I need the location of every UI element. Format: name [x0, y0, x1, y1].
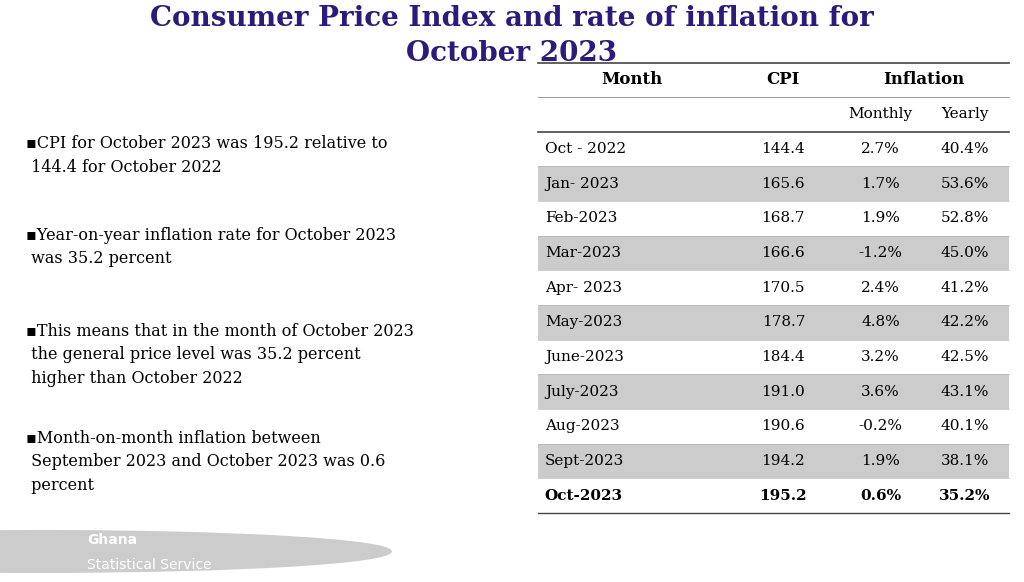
Text: 3.2%: 3.2% — [861, 350, 900, 364]
Text: 170.5: 170.5 — [762, 281, 805, 295]
Text: Yearly: Yearly — [941, 108, 989, 122]
Text: 194.2: 194.2 — [762, 454, 805, 468]
Text: CPI: CPI — [767, 72, 800, 88]
Text: Inflation: Inflation — [884, 72, 965, 88]
Text: Feb-2023: Feb-2023 — [545, 211, 617, 225]
Text: 1.9%: 1.9% — [861, 211, 900, 225]
Text: Mar-2023: Mar-2023 — [545, 246, 621, 260]
Text: Oct - 2022: Oct - 2022 — [545, 142, 626, 156]
Text: 195.2: 195.2 — [760, 489, 807, 503]
Circle shape — [0, 528, 432, 574]
Text: 178.7: 178.7 — [762, 315, 805, 329]
Bar — [538, 236, 1009, 271]
Bar — [538, 340, 1009, 374]
Text: Ghana: Ghana — [87, 534, 137, 548]
Bar — [538, 305, 1009, 340]
Bar — [538, 201, 1009, 236]
Text: 2.7%: 2.7% — [861, 142, 900, 156]
Text: 184.4: 184.4 — [762, 350, 805, 364]
Text: 166.6: 166.6 — [762, 246, 805, 260]
Text: 38.1%: 38.1% — [941, 454, 989, 468]
Text: 45.0%: 45.0% — [941, 246, 989, 260]
Text: 42.5%: 42.5% — [941, 350, 989, 364]
Text: Oct-2023: Oct-2023 — [545, 489, 623, 503]
Text: ▪Year-on-year inflation rate for October 2023
 was 35.2 percent: ▪Year-on-year inflation rate for October… — [26, 226, 395, 267]
Text: 191.0: 191.0 — [762, 385, 805, 399]
Text: 2.4%: 2.4% — [861, 281, 900, 295]
Text: 40.4%: 40.4% — [941, 142, 989, 156]
Bar — [538, 132, 1009, 166]
Text: Aug-2023: Aug-2023 — [545, 420, 620, 434]
Text: 0.6%: 0.6% — [860, 489, 901, 503]
Text: 35.2%: 35.2% — [939, 489, 991, 503]
Text: Sept-2023: Sept-2023 — [545, 454, 624, 468]
Text: ▪This means that in the month of October 2023
 the general price level was 35.2 : ▪This means that in the month of October… — [26, 323, 414, 387]
Text: 1.7%: 1.7% — [861, 177, 900, 191]
Text: 52.8%: 52.8% — [941, 211, 989, 225]
Text: 4.8%: 4.8% — [861, 315, 900, 329]
Text: Jan- 2023: Jan- 2023 — [545, 177, 618, 191]
Text: Consumer Price Index and rate of inflation for
October 2023: Consumer Price Index and rate of inflati… — [151, 5, 873, 66]
Text: 165.6: 165.6 — [762, 177, 805, 191]
Bar — [538, 443, 1009, 478]
Text: 144.4: 144.4 — [762, 142, 805, 156]
Text: Month: Month — [602, 72, 663, 88]
Text: Monthly: Monthly — [849, 108, 912, 122]
Text: 5: 5 — [508, 544, 516, 559]
Text: 53.6%: 53.6% — [941, 177, 989, 191]
Text: October  2023: October 2023 — [899, 558, 998, 572]
Text: Apr- 2023: Apr- 2023 — [545, 281, 622, 295]
Text: May-2023: May-2023 — [545, 315, 622, 329]
Text: 42.2%: 42.2% — [941, 315, 989, 329]
Text: -0.2%: -0.2% — [859, 420, 902, 434]
Text: July-2023: July-2023 — [545, 385, 618, 399]
Bar — [538, 271, 1009, 305]
Text: 43.1%: 43.1% — [941, 385, 989, 399]
Circle shape — [0, 531, 391, 572]
Text: ▪CPI for October 2023 was 195.2 relative to
 144.4 for October 2022: ▪CPI for October 2023 was 195.2 relative… — [26, 136, 387, 176]
Bar — [538, 409, 1009, 443]
Text: 40.1%: 40.1% — [941, 420, 989, 434]
Text: Statistical Service: Statistical Service — [87, 558, 212, 572]
Text: 190.6: 190.6 — [762, 420, 805, 434]
Text: 3.6%: 3.6% — [861, 385, 900, 399]
Text: ▪Month-on-month inflation between
 September 2023 and October 2023 was 0.6
 perc: ▪Month-on-month inflation between Septem… — [26, 430, 385, 494]
Bar — [538, 374, 1009, 409]
Text: CPI release: CPI release — [922, 534, 998, 548]
Text: 168.7: 168.7 — [762, 211, 805, 225]
Text: -1.2%: -1.2% — [859, 246, 902, 260]
Text: June-2023: June-2023 — [545, 350, 624, 364]
Text: 41.2%: 41.2% — [941, 281, 989, 295]
Text: 1.9%: 1.9% — [861, 454, 900, 468]
Bar — [538, 478, 1009, 513]
Bar — [538, 166, 1009, 201]
